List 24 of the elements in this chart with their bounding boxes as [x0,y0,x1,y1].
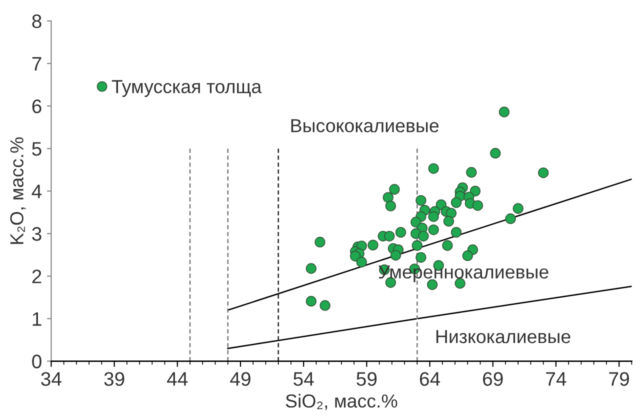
y-tick-label: 1 [32,312,42,326]
annotation: Низкокалиевые [436,330,570,344]
x-tick-label: 64 [420,372,440,386]
y-axis-title: K₂O, масс.% [10,137,26,244]
x-tick-label: 49 [230,372,250,386]
x-tick-label: 34 [41,372,62,386]
x-tick-label: 44 [167,372,188,386]
y-tick-label: 4 [32,184,42,198]
x-tick-label: 69 [483,372,503,386]
x-tick-label: 59 [356,372,377,386]
y-tick-label: 5 [32,142,42,156]
x-axis-title: SiO₂, масс.% [286,394,398,410]
y-tick-label: 7 [32,57,42,71]
x-tick-label: 74 [546,372,566,386]
x-tick-label: 39 [104,372,124,386]
y-tick-label: 3 [32,227,42,241]
y-tick-label: 8 [32,14,42,28]
legend-label: Тумусская толща [112,80,262,97]
annotation: Высококалиевые [291,119,439,132]
x-tick-label: 79 [609,372,629,386]
y-tick-label: 2 [32,270,42,284]
x-tick-label: 54 [294,372,314,386]
y-tick-label: 0 [32,354,42,368]
y-tick-label: 6 [32,99,42,114]
